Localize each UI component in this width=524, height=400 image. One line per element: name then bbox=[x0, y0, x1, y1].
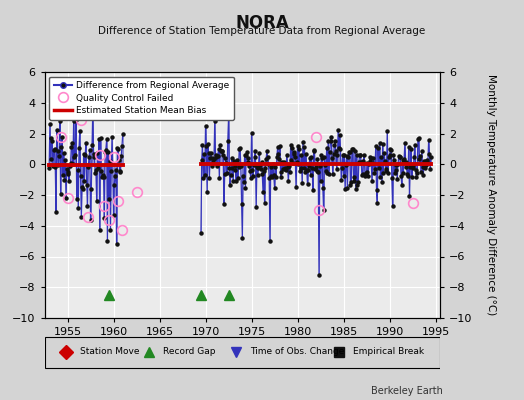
Text: Station Move: Station Move bbox=[80, 348, 139, 356]
Text: NORA: NORA bbox=[235, 14, 289, 32]
Legend: Difference from Regional Average, Quality Control Failed, Estimated Station Mean: Difference from Regional Average, Qualit… bbox=[49, 76, 234, 120]
Y-axis label: Monthly Temperature Anomaly Difference (°C): Monthly Temperature Anomaly Difference (… bbox=[486, 74, 496, 316]
Text: Time of Obs. Change: Time of Obs. Change bbox=[250, 348, 345, 356]
Text: Berkeley Earth: Berkeley Earth bbox=[371, 386, 443, 396]
Text: Record Gap: Record Gap bbox=[163, 348, 216, 356]
Text: Empirical Break: Empirical Break bbox=[353, 348, 424, 356]
Text: Difference of Station Temperature Data from Regional Average: Difference of Station Temperature Data f… bbox=[99, 26, 425, 36]
